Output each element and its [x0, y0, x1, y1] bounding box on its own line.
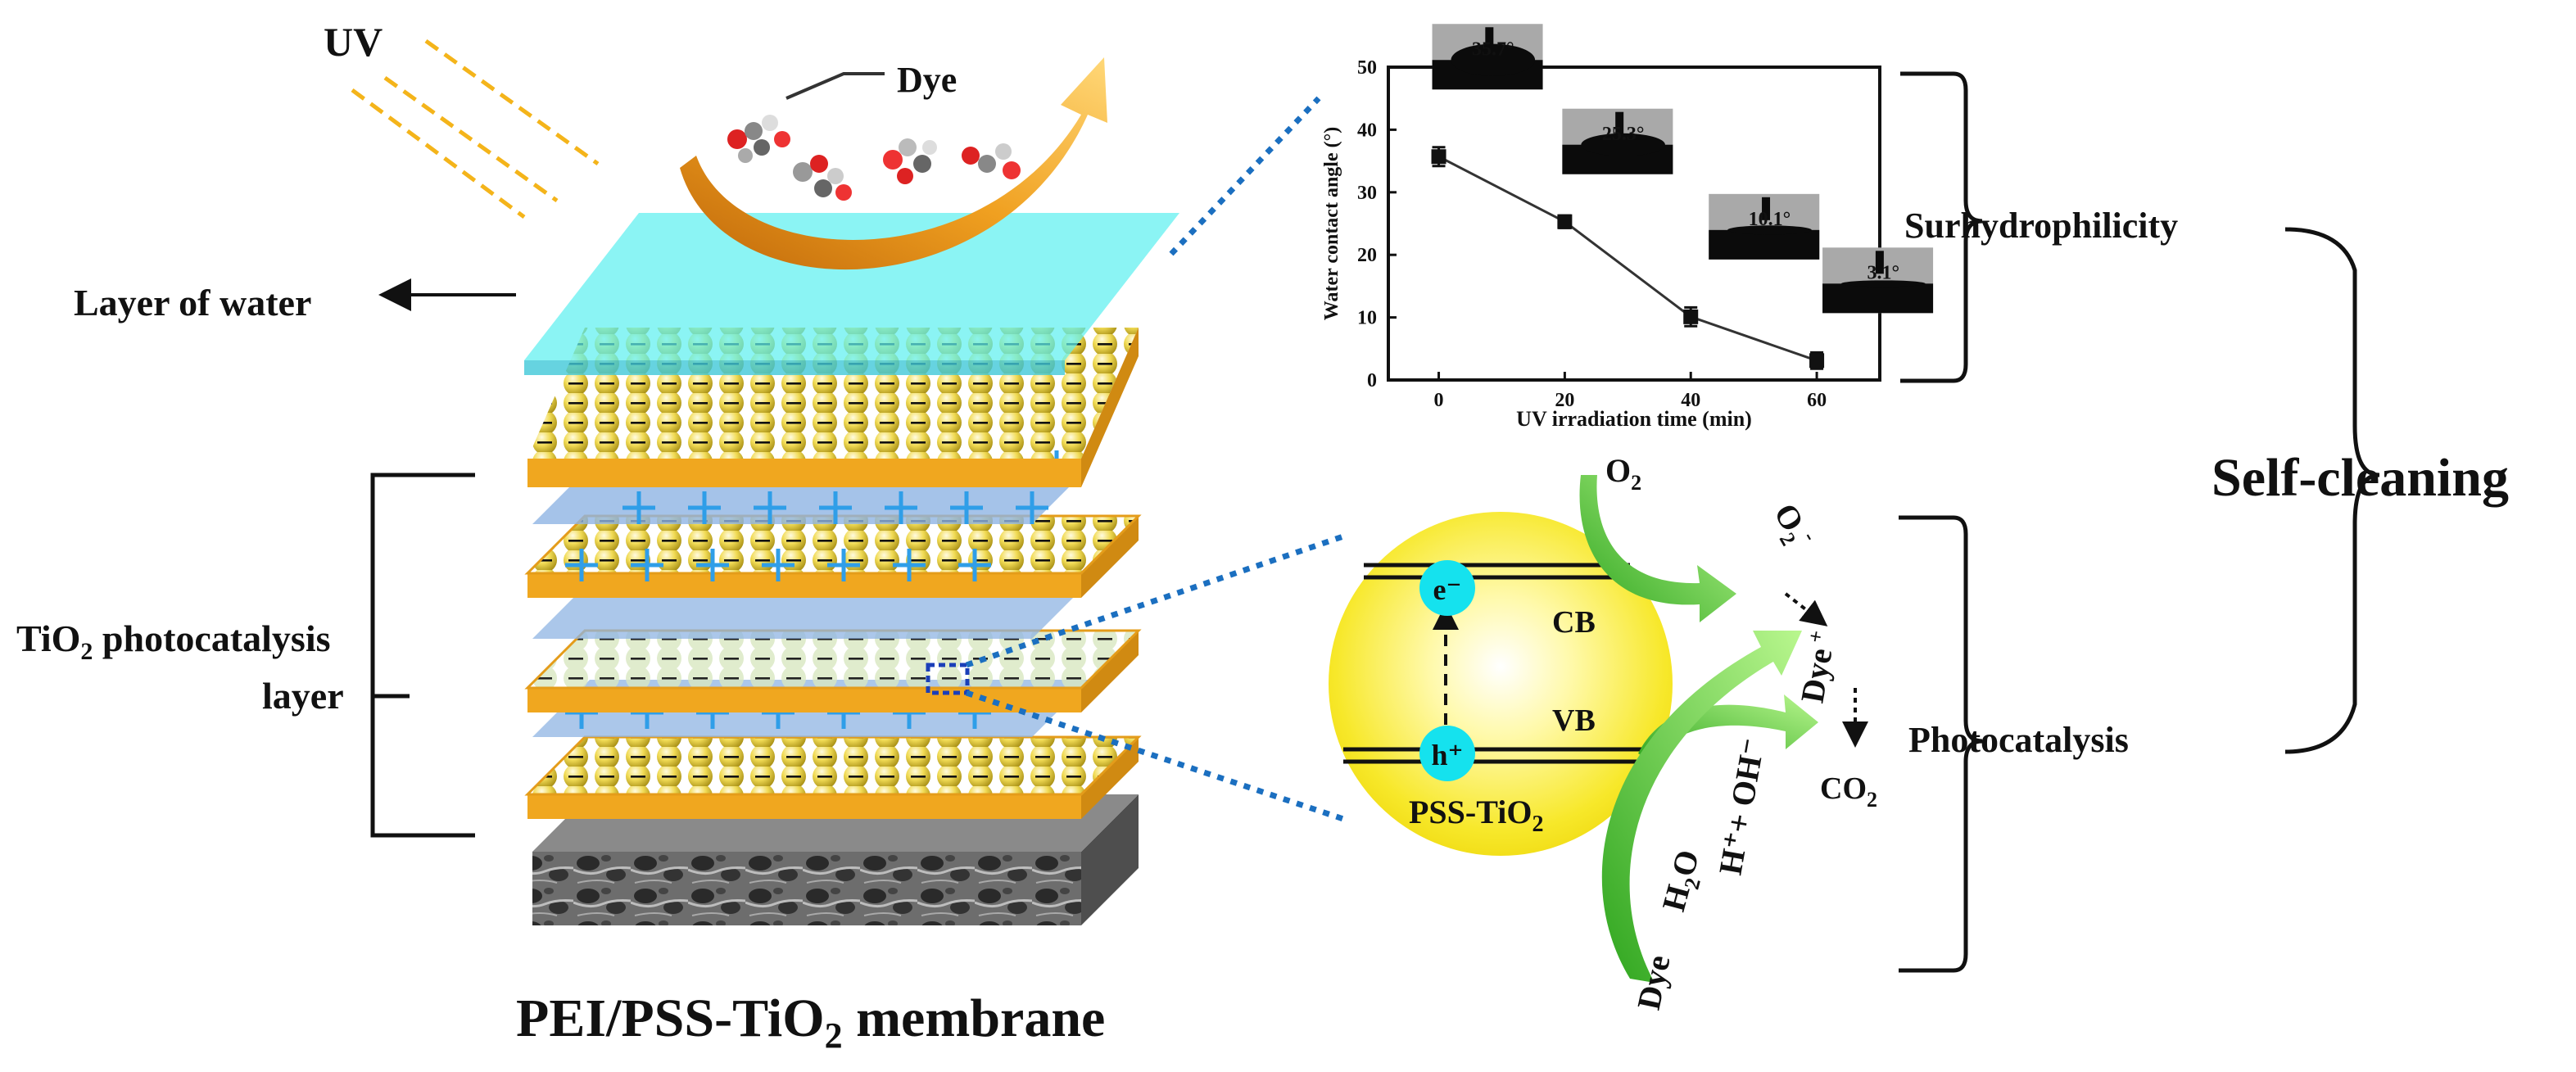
y-tick-label: 0: [1367, 370, 1377, 391]
surhydro-bracket: [1900, 71, 1983, 383]
tio2-layer-upper: [524, 514, 1142, 598]
electron-label: e⁻: [1433, 573, 1462, 606]
x-axis-label: UV irradiation time (min): [1516, 407, 1752, 431]
membrane-stack: [524, 213, 1179, 925]
y-tick-label: 10: [1357, 308, 1377, 329]
tio2-label-line2: layer: [262, 675, 344, 717]
uv-label: UV: [324, 19, 383, 65]
x-tick-label: 20: [1555, 390, 1574, 411]
dye-plus-label: Dye+: [1793, 628, 1842, 705]
inset-needle: [1762, 197, 1771, 220]
tio2-bracket: [370, 473, 475, 838]
inset-needle: [1485, 27, 1494, 51]
h-oh-label: H⁺+ OH⁻: [1712, 735, 1772, 878]
y-tick-label: 50: [1357, 57, 1377, 79]
zoom-box: [926, 663, 970, 695]
inset-needle: [1875, 251, 1884, 274]
self-cleaning-bracket: [2284, 227, 2380, 754]
inset-substrate: [1822, 283, 1934, 314]
data-point: [1809, 353, 1825, 369]
data-label: 25.3°: [1602, 124, 1645, 145]
green-arrows: [1579, 475, 1818, 983]
o2-radical-arrow: [1784, 592, 1828, 626]
hole-dot: [1419, 726, 1475, 781]
water-layer: [524, 213, 1179, 375]
data-point: [1431, 149, 1446, 165]
tio2-particle: e⁻ h⁺ CB VB PSS-TiO2: [1329, 512, 1673, 856]
membrane-title: PEI/PSS-TiO2 membrane: [516, 988, 1105, 1056]
y-tick-label: 40: [1357, 120, 1377, 141]
self-cleaning-label: Self-cleaning: [2212, 448, 2509, 508]
contact-angle-chart: 35.7° 25.3° 10.1° 3.1° 0 20 40 60 0 10 20 30 40 50 U…: [1321, 24, 1934, 431]
cb-label: CB: [1552, 605, 1596, 640]
dye-top-label: Dye: [897, 60, 957, 100]
photocatalysis-bracket: [1899, 515, 1983, 973]
y-tick-label: 30: [1357, 183, 1377, 204]
inset-droplet: [1451, 43, 1536, 76]
tio2-label-line1: TiO2 photocatalysis: [16, 617, 331, 665]
uv-rays: [351, 38, 600, 219]
co2-label: CO2: [1820, 771, 1877, 812]
data-point: [1557, 214, 1573, 229]
dye-molecules: [727, 115, 1021, 201]
series-line: [1437, 155, 1818, 362]
x-tick-label: 40: [1681, 390, 1700, 411]
inset-droplet: [1727, 225, 1812, 235]
inset-droplet: [1581, 133, 1665, 156]
y-axis-label: Water contact angle (°): [1321, 127, 1342, 320]
o2-radical-label: O2-: [1762, 496, 1822, 556]
photocatalysis-label: Photocatalysis: [1908, 720, 2129, 760]
data-label: 35.7°: [1472, 39, 1514, 61]
dye-callout-line: [785, 72, 885, 100]
h2o-label: H2O: [1655, 846, 1712, 916]
particle-name: PSS-TiO2: [1409, 794, 1543, 837]
dye-removal-arrow: [680, 57, 1107, 270]
data-label: 3.1°: [1867, 263, 1900, 284]
vb-label: VB: [1552, 703, 1596, 738]
data-point: [1683, 309, 1699, 324]
layer-of-water-label: Layer of water: [74, 282, 311, 323]
x-tick-label: 60: [1807, 390, 1827, 411]
contact-angle-inset: 10.1°: [1709, 193, 1820, 260]
inset-droplet: [1841, 280, 1926, 287]
surhydrophilicity-label: Surhydrophilicity: [1904, 206, 2178, 246]
contact-angle-inset: 3.1°: [1822, 247, 1934, 314]
inset-needle: [1615, 111, 1624, 135]
tio2-layer-bottom: [524, 735, 1142, 819]
o2-label: O2: [1605, 452, 1641, 495]
hole-label: h⁺: [1431, 739, 1463, 771]
x-tick-label: 0: [1434, 390, 1444, 411]
contact-angle-inset: 35.7°: [1432, 24, 1543, 90]
inset-substrate: [1709, 229, 1820, 260]
tio2-layer-middle: [524, 629, 1142, 712]
tio2-sphere: [1329, 512, 1673, 856]
electron-dot: [1419, 560, 1475, 616]
contact-angle-inset: 25.3°: [1562, 108, 1673, 174]
y-tick-label: 20: [1357, 245, 1377, 266]
data-label: 10.1°: [1749, 209, 1791, 230]
zoom-connectors: [965, 96, 1345, 822]
